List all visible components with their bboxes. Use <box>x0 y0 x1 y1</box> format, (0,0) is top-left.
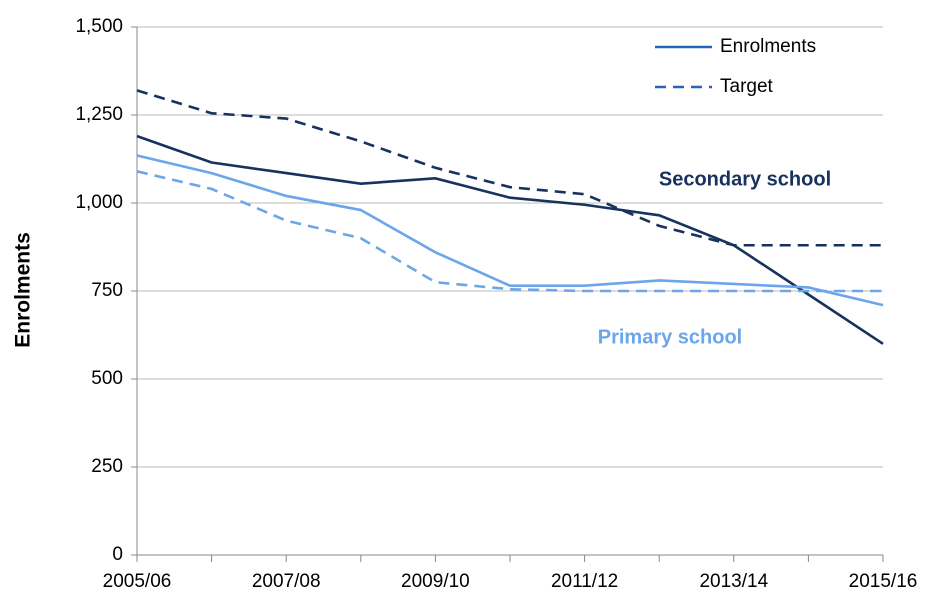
group-label: Primary school <box>598 326 743 348</box>
series-line <box>136 134 884 345</box>
y-tick-label: 1,000 <box>75 192 123 213</box>
y-tick-label: 500 <box>91 368 123 389</box>
legend-label: Enrolments <box>720 36 816 57</box>
x-tick-label: 2013/14 <box>699 571 768 592</box>
x-tick-label: 2009/10 <box>401 571 470 592</box>
series-line <box>136 170 883 293</box>
y-tick-label: 750 <box>91 280 123 301</box>
x-tick-label: 2015/16 <box>849 571 918 592</box>
y-tick-label: 1,500 <box>75 16 123 37</box>
series-line <box>136 89 883 247</box>
y-axis-title: Enrolments <box>12 232 35 348</box>
y-tick-label: 0 <box>112 544 123 565</box>
legend-label: Target <box>720 76 774 97</box>
series-line <box>136 154 884 307</box>
x-tick-label: 2005/06 <box>103 571 172 592</box>
x-tick-label: 2007/08 <box>252 571 321 592</box>
group-label: Secondary school <box>659 168 831 190</box>
y-tick-label: 250 <box>91 456 123 477</box>
y-tick-label: 1,250 <box>75 104 123 125</box>
x-tick-label: 2011/12 <box>551 571 618 592</box>
